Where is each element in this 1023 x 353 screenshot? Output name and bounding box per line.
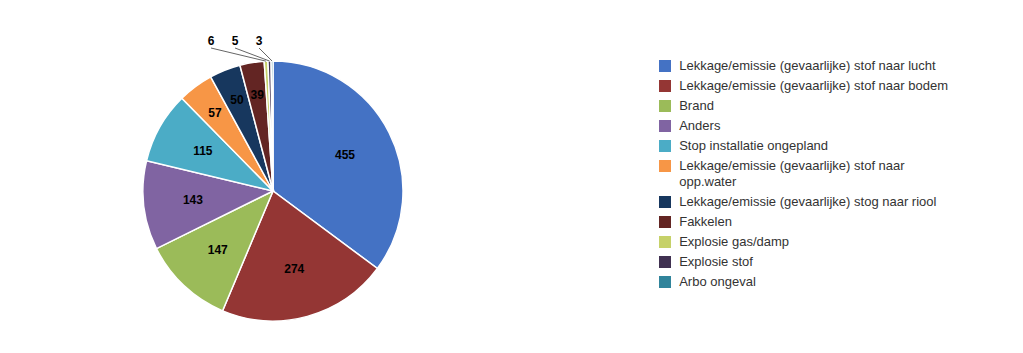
svg-text:6: 6 <box>208 34 215 48</box>
html-text:Lekkage/emissie (gevaarlijke): Lekkage/emissie (gevaarlijke) stof naar … <box>679 57 936 73</box>
svg-text:274: 274 <box>284 262 304 276</box>
svg-text:5: 5 <box>232 34 239 48</box>
svg-text:39: 39 <box>251 88 265 102</box>
html-text:Lekkage/emissie (gevaarlijke): Lekkage/emissie (gevaarlijke) stof naar … <box>679 77 948 93</box>
html-text:Lekkage/emissie (gevaarlijke): Lekkage/emissie (gevaarlijke) stof naar … <box>679 157 905 189</box>
html-text:Stop installatie ongepland: Stop installatie ongepland <box>679 137 829 153</box>
svg-text:50: 50 <box>230 93 244 107</box>
svg-text:57: 57 <box>208 106 222 120</box>
svg-text:115: 115 <box>193 144 213 158</box>
svg-text:455: 455 <box>335 148 355 162</box>
html-text:Brand: Brand <box>679 97 714 113</box>
svg-text:147: 147 <box>208 243 228 257</box>
html-text:Lekkage/emissie (gevaarlijke): Lekkage/emissie (gevaarlijke) stog naar … <box>679 193 937 209</box>
html-text:Explosie stof: Explosie stof <box>679 253 753 269</box>
svg-text:3: 3 <box>256 34 263 48</box>
svg-text:143: 143 <box>183 193 203 207</box>
html-text:Arbo ongeval: Arbo ongeval <box>679 273 756 289</box>
html-text:Fakkelen: Fakkelen <box>679 213 732 229</box>
html-text:Anders: Anders <box>679 117 721 133</box>
html-text:Explosie gas/damp: Explosie gas/damp <box>679 233 789 249</box>
